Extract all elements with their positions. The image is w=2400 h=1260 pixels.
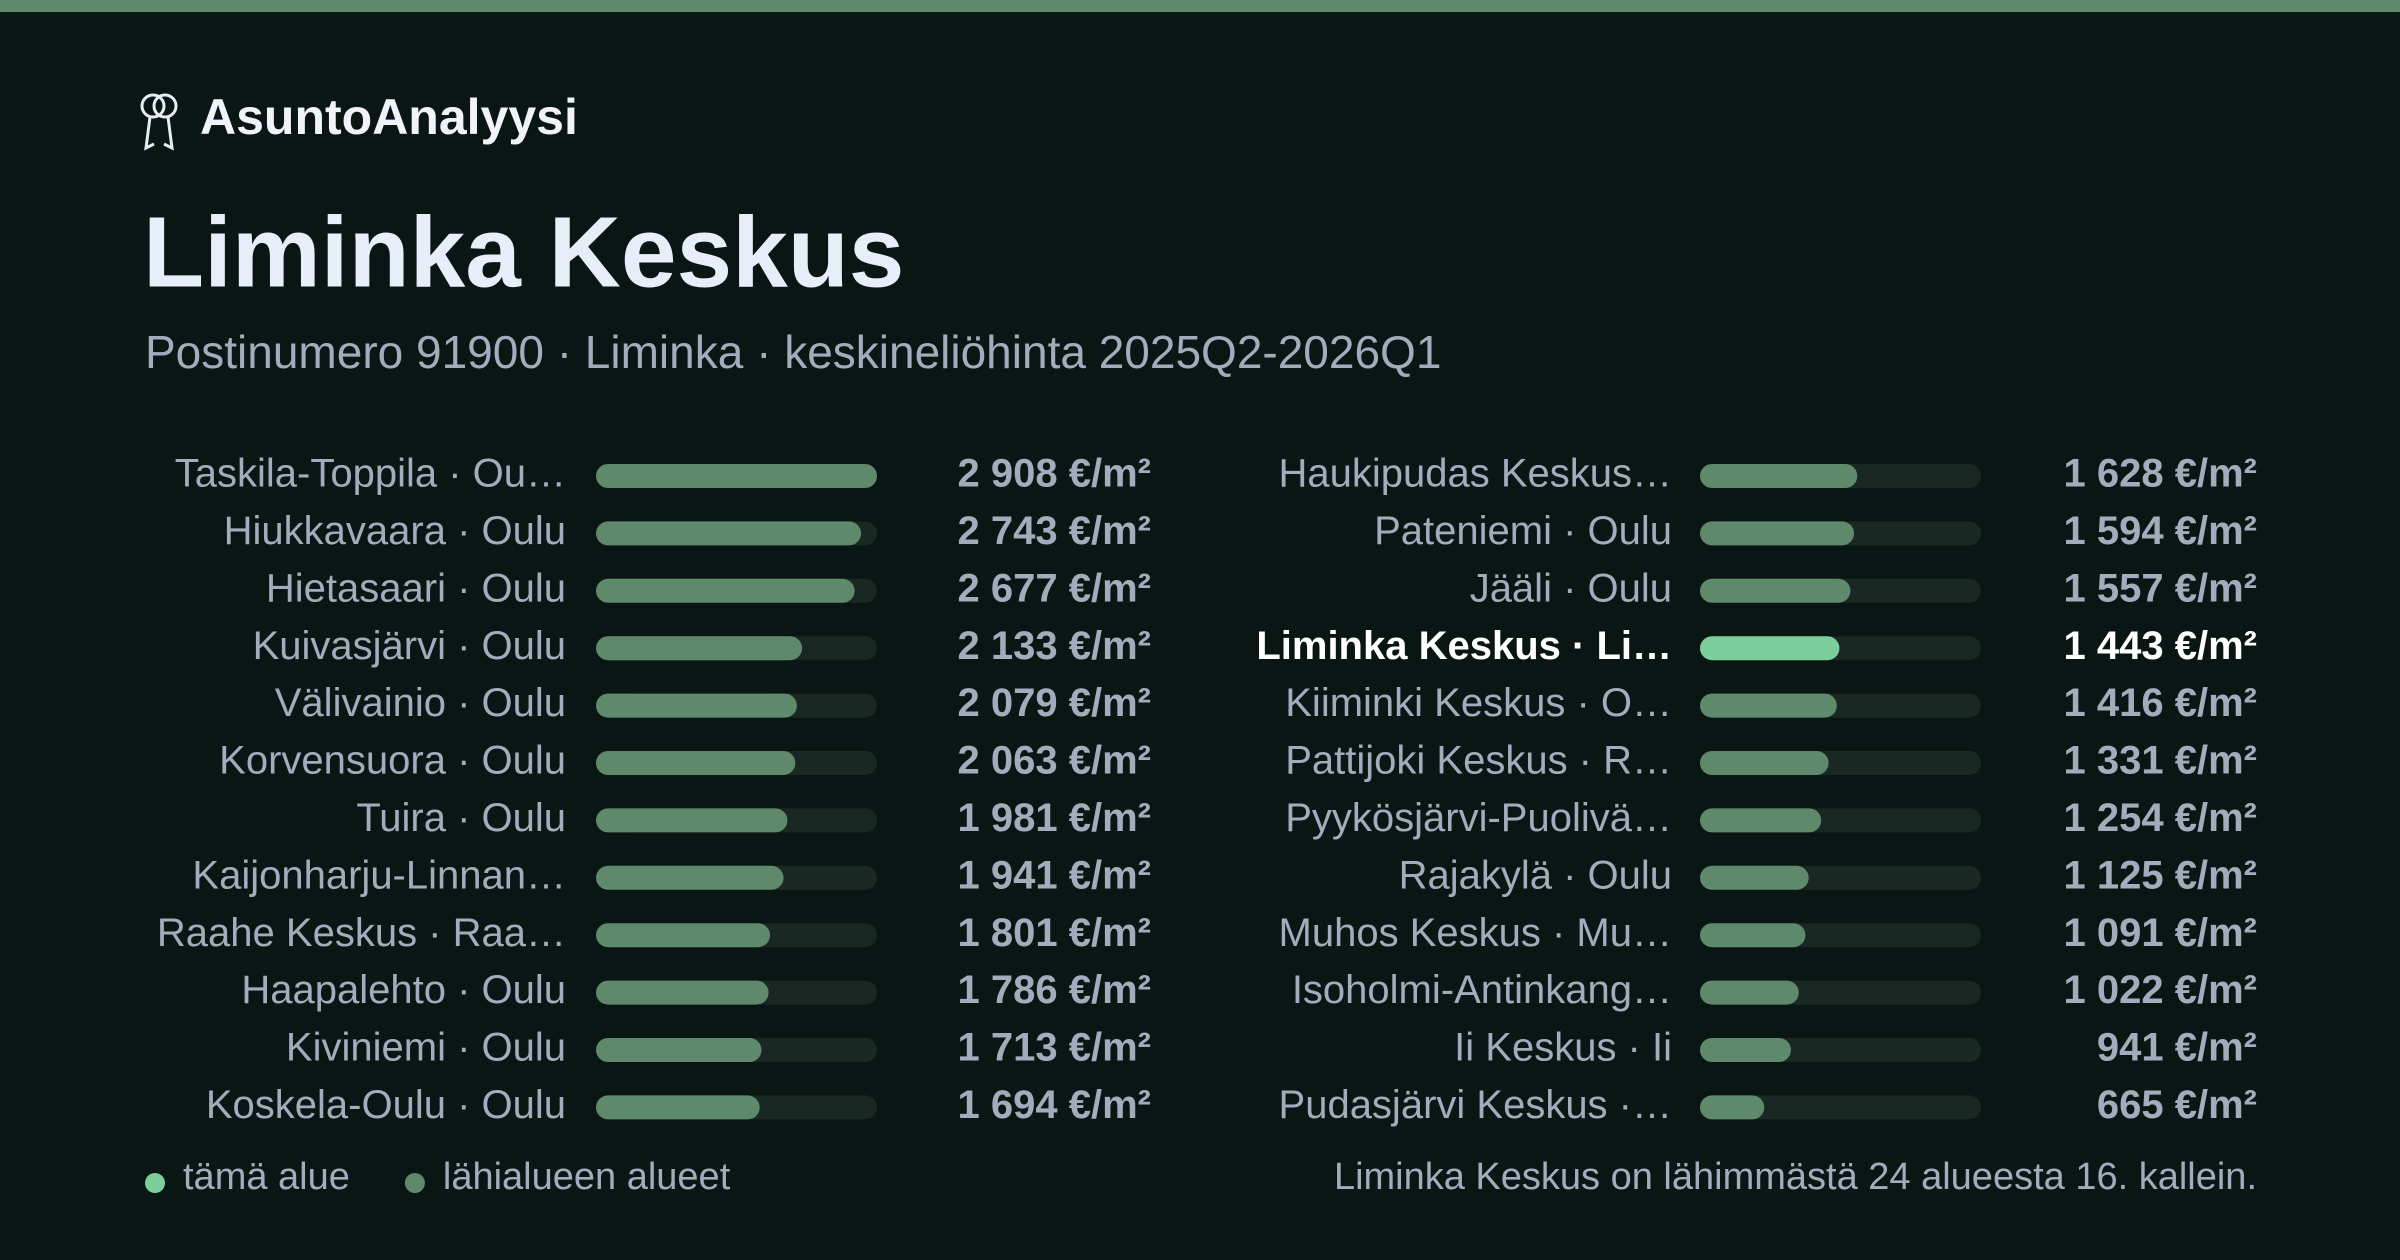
value-label: 1 416 €/m² [2064,681,2257,725]
category-label: Muhos Keskus · Mu… [1279,911,1672,955]
bar [596,464,877,488]
category-label: Ii Keskus · Ii [1454,1026,1672,1070]
bar [596,693,797,718]
value-label: 1 022 €/m² [2064,968,2257,1012]
category-label: Rajakylä · Oulu [1399,853,1672,897]
bar [1700,464,1858,488]
category-label: Taskila-Toppila · Ou… [175,452,566,496]
value-label: 1 254 €/m² [2064,796,2257,840]
value-label: 1 981 €/m² [958,796,1151,840]
bar [596,980,769,1005]
bar [1700,980,1799,1005]
value-label: 941 €/m² [2097,1026,2257,1070]
bar-track [1700,1095,1981,1120]
category-label: Kiviniemi · Oulu [286,1026,566,1070]
bar [596,521,862,546]
title: Liminka Keskus [143,196,904,308]
bar [1700,693,1837,718]
bar [1700,1095,1765,1120]
bar [1700,923,1806,948]
category-label: Haapalehto · Oulu [241,968,566,1012]
bar [1700,636,1840,661]
value-label: 1 125 €/m² [2064,853,2257,897]
bar [596,751,796,775]
category-label: Hiukkavaara · Oulu [224,509,566,553]
bar [596,1038,762,1062]
value-label: 1 941 €/m² [958,853,1151,897]
bar [596,636,803,661]
value-label: 1 713 €/m² [958,1026,1151,1070]
value-label: 1 331 €/m² [2064,739,2257,783]
value-label: 2 908 €/m² [958,452,1151,496]
brand: AsuntoAnalyysi [200,89,578,145]
legend-label: lähialueen alueet [443,1156,731,1198]
category-label: Kuivasjärvi · Oulu [253,624,566,668]
bar [596,1095,760,1120]
category-label: Kaijonharju-Linnan… [192,853,566,897]
category-label: Haukipudas Keskus… [1278,452,1672,496]
value-label: 1 801 €/m² [958,911,1151,955]
bar [1700,865,1809,890]
category-label: Välivainio · Oulu [275,681,566,725]
value-label: 1 443 €/m² [2064,624,2257,668]
value-label: 2 133 €/m² [958,624,1151,668]
value-label: 1 628 €/m² [2064,452,2257,496]
category-label: Tuira · Oulu [356,796,566,840]
value-label: 1 594 €/m² [2064,509,2257,553]
value-label: 2 743 €/m² [958,509,1151,553]
category-label: Korvensuora · Oulu [219,739,566,783]
brand-icon [140,93,178,151]
category-label: Kiiminki Keskus · O… [1285,681,1672,725]
category-label: Pateniemi · Oulu [1374,509,1672,553]
category-label: Pyykösjärvi-Puolivä… [1285,796,1672,840]
bar [1700,1038,1791,1062]
value-label: 1 694 €/m² [958,1083,1151,1127]
value-label: 665 €/m² [2097,1083,2257,1127]
bar [596,808,788,833]
category-label: Pudasjärvi Keskus ·… [1279,1083,1672,1127]
value-label: 2 063 €/m² [958,739,1151,783]
subtitle: Postinumero 91900 · Liminka · keskineliö… [145,326,1441,378]
bar [596,923,771,948]
bar [596,865,784,890]
top-strip [0,0,2400,12]
value-label: 1 557 €/m² [2064,566,2257,610]
category-label: Pattijoki Keskus · R… [1285,739,1672,783]
category-label: Raahe Keskus · Raa… [157,911,566,955]
value-label: 1 786 €/m² [958,968,1151,1012]
category-label: Liminka Keskus · Li… [1256,624,1672,668]
legend-swatch [145,1173,165,1193]
bar [1700,751,1829,775]
bar [1700,808,1822,833]
bar [596,578,855,603]
value-label: 2 079 €/m² [958,681,1151,725]
category-label: Hietasaari · Oulu [266,566,566,610]
category-label: Jääli · Oulu [1470,566,1672,610]
value-label: 1 091 €/m² [2064,911,2257,955]
value-label: 2 677 €/m² [958,566,1151,610]
footnote: Liminka Keskus on lähimmästä 24 alueesta… [1334,1156,2257,1198]
category-label: Isoholmi-Antinkang… [1292,968,1672,1012]
category-label: Koskela-Oulu · Oulu [206,1083,566,1127]
bar [1700,521,1855,546]
bar [1700,578,1851,603]
legend-swatch [404,1173,425,1193]
legend-label: tämä alue [183,1156,350,1198]
